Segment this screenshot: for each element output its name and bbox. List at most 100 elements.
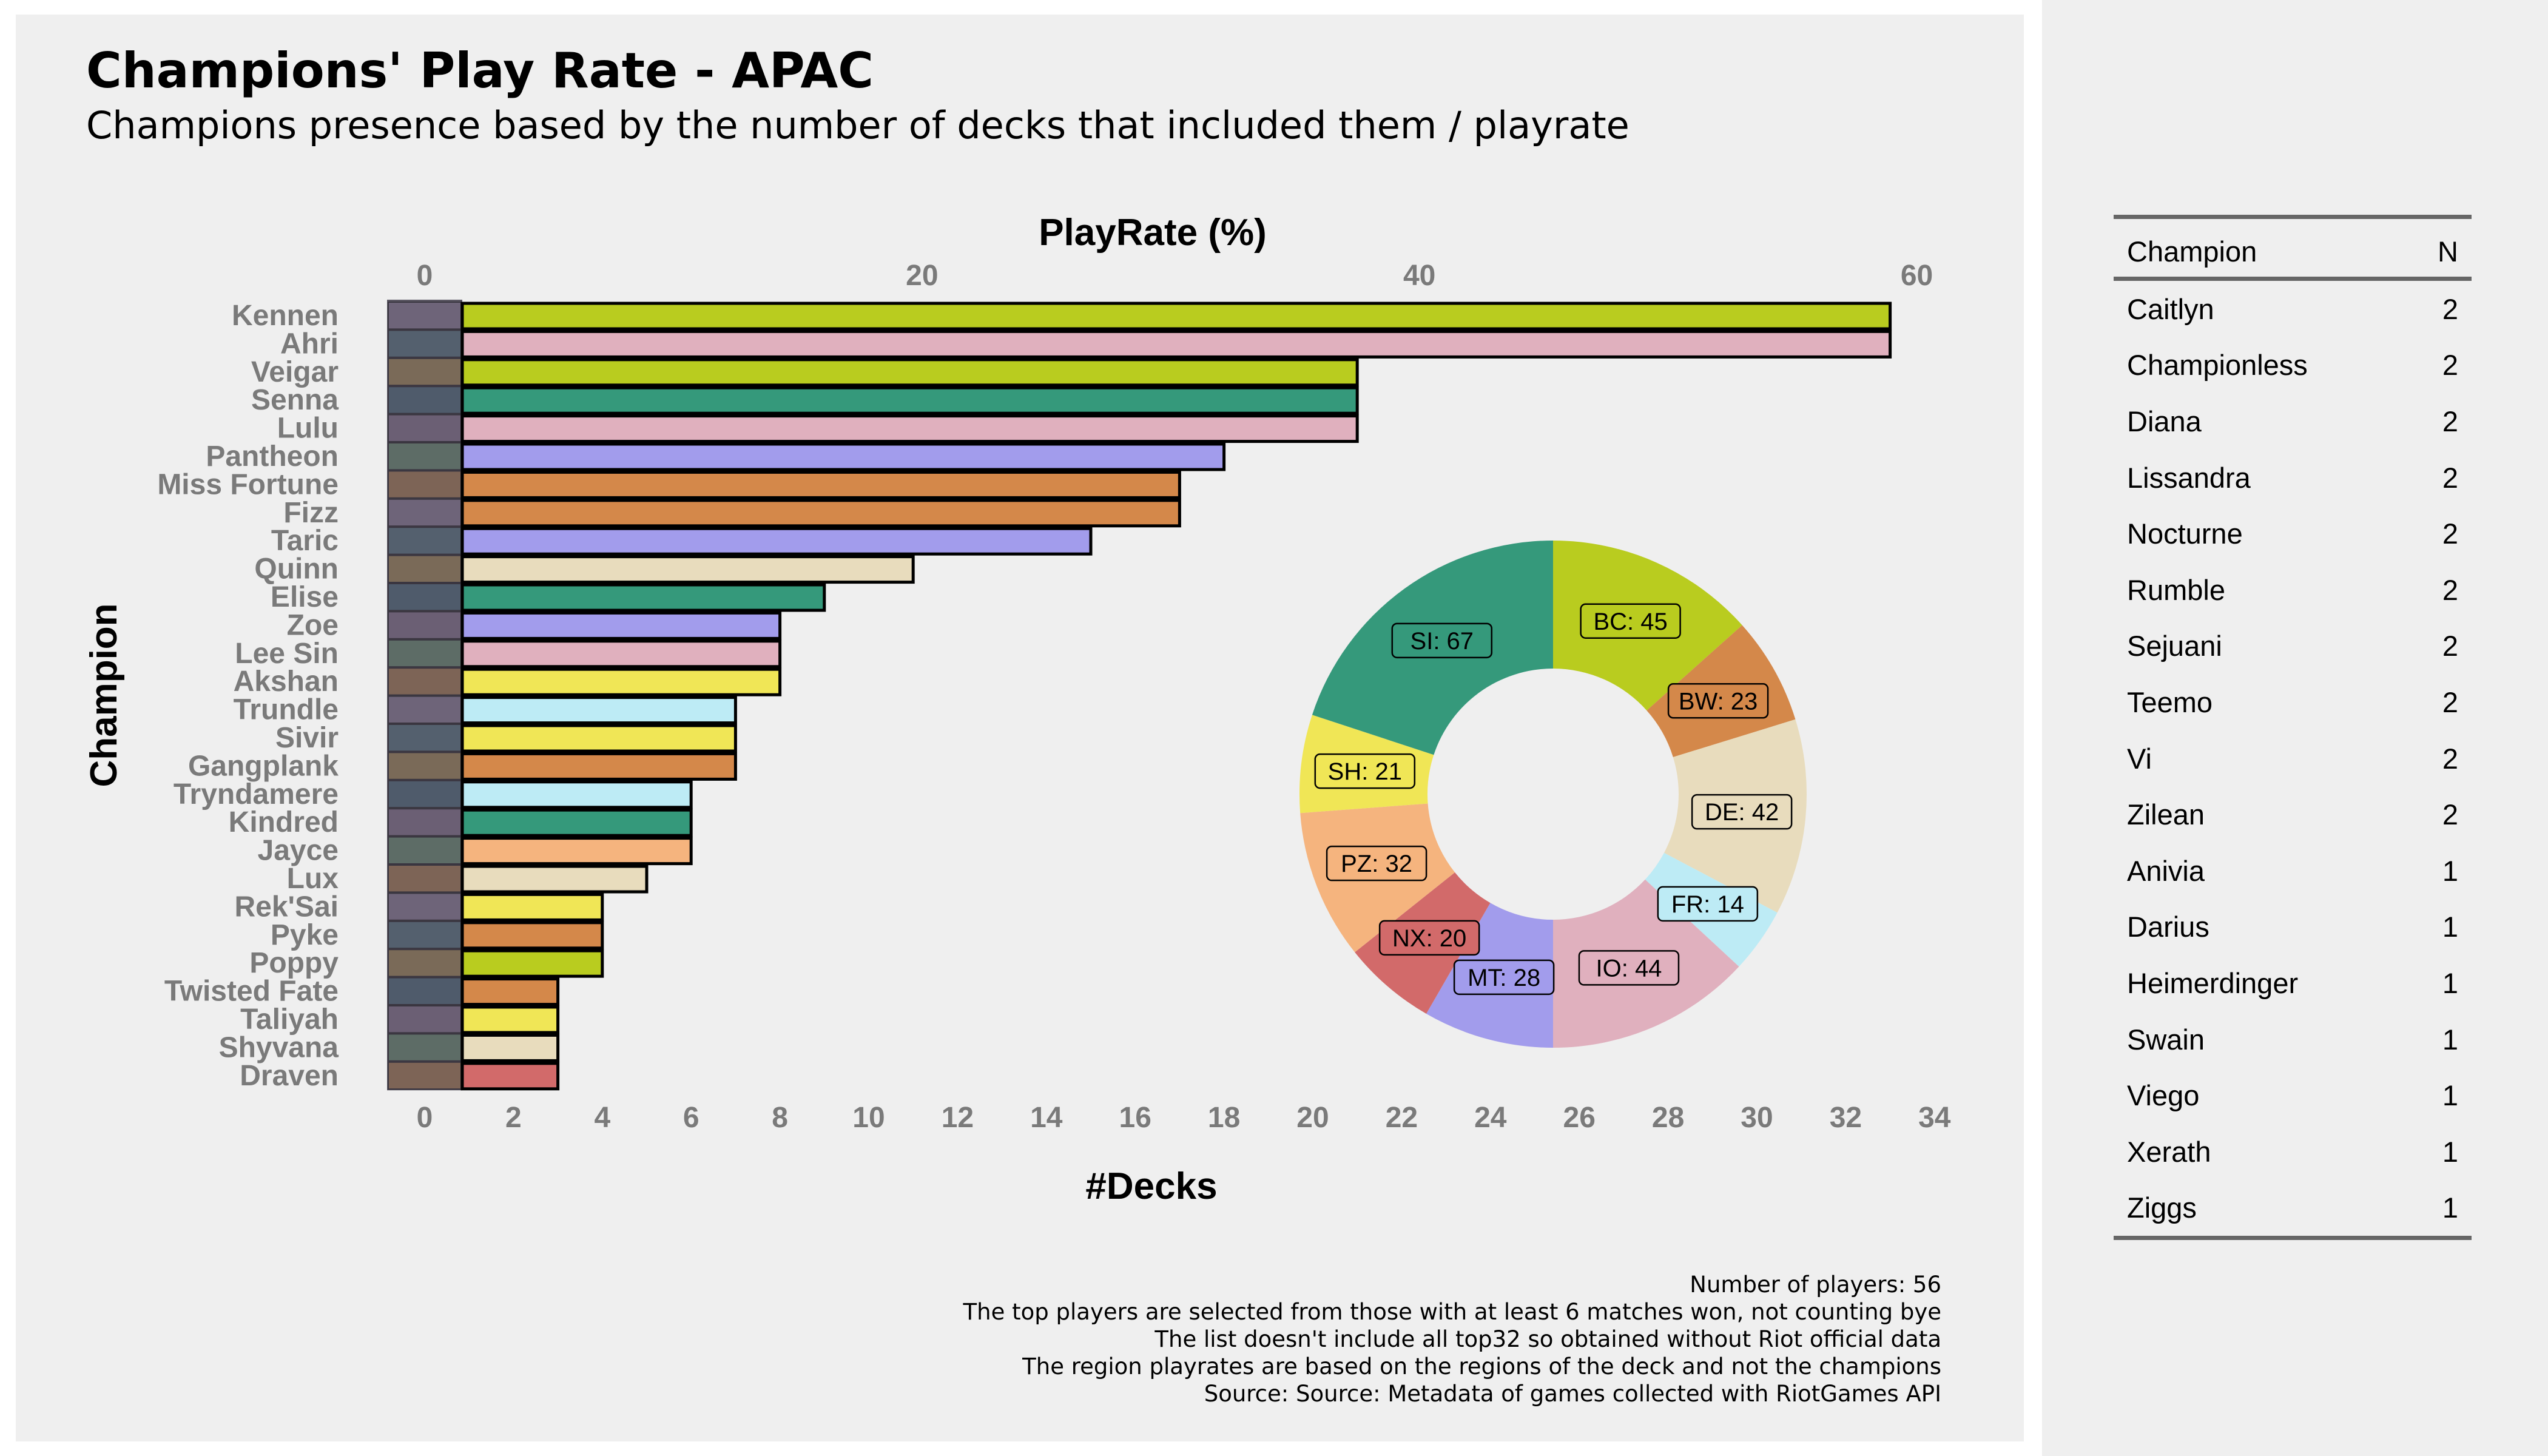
x-tick-label: 12 bbox=[942, 1102, 974, 1134]
table-row: Caitlyn 2 bbox=[2114, 279, 2472, 337]
champion-image bbox=[388, 583, 462, 612]
champion-image bbox=[388, 302, 462, 330]
bar bbox=[460, 667, 782, 696]
table-cell-n: 2 bbox=[2442, 573, 2458, 606]
donut-label: NX: 20 bbox=[1378, 920, 1480, 956]
category-label: Gangplank bbox=[188, 750, 339, 782]
bar bbox=[460, 1033, 560, 1062]
table-cell-champion: Vi bbox=[2127, 742, 2152, 775]
bar bbox=[460, 808, 693, 837]
category-label: Draven bbox=[240, 1060, 339, 1092]
donut-label-box bbox=[1326, 845, 1427, 881]
champion-image bbox=[388, 724, 462, 752]
note-source: Source: Source: Metadata of games collec… bbox=[1204, 1381, 1941, 1407]
donut-label-text: PZ: 32 bbox=[1341, 851, 1412, 877]
category-label: Lulu bbox=[277, 413, 339, 445]
donut-label: SH: 21 bbox=[1314, 753, 1416, 789]
champion-image bbox=[388, 611, 462, 639]
donut-label-text: IO: 44 bbox=[1596, 955, 1662, 982]
donut-label: BW: 23 bbox=[1667, 683, 1769, 719]
champion-image bbox=[388, 892, 462, 921]
bar bbox=[460, 1062, 560, 1091]
top-tick-label: 20 bbox=[906, 260, 938, 292]
donut-label-box bbox=[1578, 950, 1680, 986]
donut-label-text: FR: 14 bbox=[1671, 891, 1744, 918]
table-row: Viego 1 bbox=[2114, 1067, 2472, 1124]
category-label: Lux bbox=[287, 863, 339, 895]
donut-label: DE: 42 bbox=[1691, 794, 1793, 830]
donut-label-box bbox=[1691, 794, 1793, 830]
x-tick-label: 18 bbox=[1208, 1102, 1240, 1134]
bar bbox=[460, 499, 1181, 528]
bar bbox=[460, 329, 1892, 359]
x-tick-label: 32 bbox=[1830, 1102, 1862, 1134]
bar bbox=[460, 442, 1226, 471]
category-label: Senna bbox=[251, 384, 339, 416]
category-label: Taliyah bbox=[240, 1003, 339, 1036]
x-tick-label: 16 bbox=[1119, 1102, 1151, 1134]
header-champion: Champion bbox=[2127, 235, 2257, 268]
table-row: Vi 2 bbox=[2114, 730, 2472, 787]
header-n: N bbox=[2438, 235, 2458, 268]
champion-image bbox=[388, 836, 462, 864]
table-cell-champion: Viego bbox=[2127, 1079, 2200, 1112]
donut-label-text: NX: 20 bbox=[1392, 925, 1466, 952]
donut-label: MT: 28 bbox=[1453, 959, 1555, 996]
champion-image-strip bbox=[387, 300, 462, 1091]
champion-count-table: Champion N Caitlyn 2 Championless 2 Diana 2 Li… bbox=[2114, 215, 2472, 1240]
x-tick-label: 28 bbox=[1652, 1102, 1684, 1134]
note-selection: The top players are selected from those … bbox=[963, 1299, 1941, 1325]
table-row: Darius 1 bbox=[2114, 899, 2472, 956]
side-panel bbox=[2042, 0, 2548, 1456]
x-tick-label: 0 bbox=[417, 1102, 433, 1134]
category-label: Twisted Fate bbox=[164, 976, 339, 1008]
table-cell-champion: Teemo bbox=[2127, 686, 2213, 718]
table-cell-champion: Ziggs bbox=[2127, 1191, 2197, 1224]
table-cell-n: 2 bbox=[2442, 630, 2458, 662]
table-cell-champion: Heimerdinger bbox=[2127, 966, 2299, 999]
table-cell-n: 2 bbox=[2442, 517, 2458, 550]
y-axis-title: Champion bbox=[83, 603, 125, 787]
donut-label-box bbox=[1378, 920, 1480, 956]
category-label: Fizz bbox=[283, 497, 339, 529]
category-label: Zoe bbox=[287, 609, 339, 641]
category-label: Jayce bbox=[258, 835, 339, 867]
donut-label: IO: 44 bbox=[1578, 950, 1680, 986]
bar bbox=[460, 780, 693, 809]
table-row: Zilean 2 bbox=[2114, 786, 2472, 843]
table-cell-champion: Caitlyn bbox=[2127, 292, 2214, 325]
category-label: Miss Fortune bbox=[157, 468, 339, 500]
champion-image bbox=[388, 752, 462, 780]
champion-image bbox=[388, 1061, 462, 1090]
table-cell-champion: Diana bbox=[2127, 405, 2202, 437]
table-cell-n: 2 bbox=[2442, 405, 2458, 437]
category-label: Pantheon bbox=[206, 440, 339, 473]
donut-label: SI: 67 bbox=[1391, 622, 1493, 659]
category-label: Trundle bbox=[234, 694, 339, 726]
bar bbox=[460, 386, 1359, 415]
top-tick-label: 60 bbox=[1901, 260, 1933, 292]
champion-image bbox=[388, 470, 462, 499]
table-cell-n: 2 bbox=[2442, 292, 2458, 325]
x-tick-label: 8 bbox=[772, 1102, 788, 1134]
table-cell-champion: Championless bbox=[2127, 349, 2308, 382]
x-tick-label: 30 bbox=[1741, 1102, 1773, 1134]
champion-image bbox=[388, 1005, 462, 1034]
table-cell-champion: Anivia bbox=[2127, 854, 2205, 887]
table-body: Caitlyn 2 Championless 2 Diana 2 Lissandra 2 Noc… bbox=[2114, 279, 2472, 1238]
table-cell-champion: Zilean bbox=[2127, 798, 2205, 831]
donut-label: BC: 45 bbox=[1580, 603, 1681, 639]
x-tick-label: 6 bbox=[683, 1102, 699, 1134]
bar bbox=[460, 527, 1093, 556]
table-cell-champion: Rumble bbox=[2127, 573, 2225, 606]
table-row: Swain 1 bbox=[2114, 1011, 2472, 1068]
table-row: Nocturne 2 bbox=[2114, 505, 2472, 562]
note-top32: The list doesn't include all top32 so ob… bbox=[1154, 1326, 1941, 1352]
table-cell-champion: Nocturne bbox=[2127, 517, 2243, 550]
table-row: Ziggs 1 bbox=[2114, 1180, 2472, 1238]
bars bbox=[460, 302, 1892, 1091]
bar bbox=[460, 892, 604, 922]
category-label: Kindred bbox=[229, 806, 339, 838]
